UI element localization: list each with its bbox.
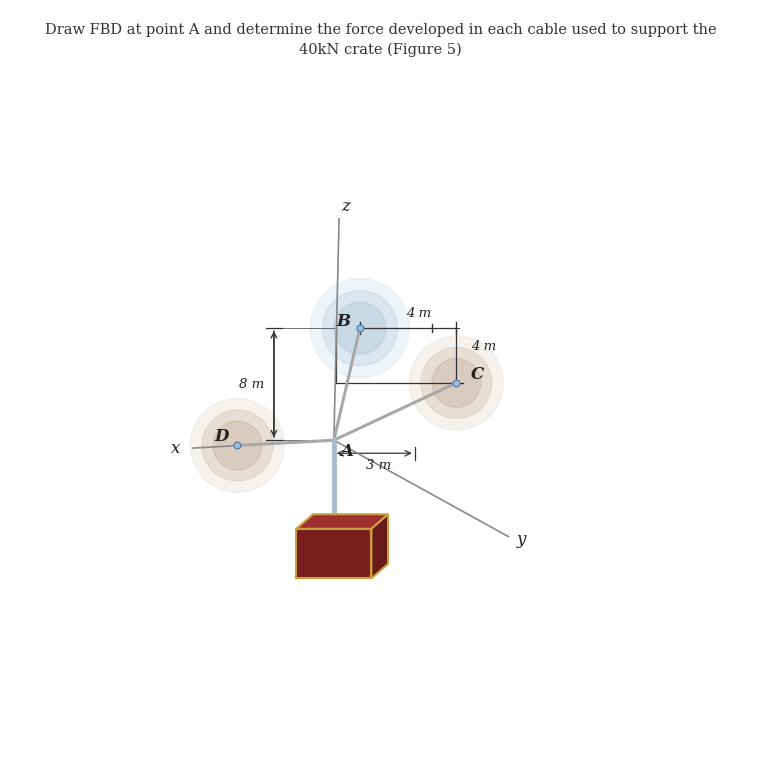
Circle shape	[310, 279, 409, 378]
Circle shape	[421, 347, 492, 418]
Circle shape	[202, 410, 273, 481]
Text: B: B	[336, 312, 351, 330]
Text: A: A	[340, 442, 353, 460]
Text: C: C	[471, 365, 484, 382]
Text: 3 m: 3 m	[365, 459, 391, 472]
Circle shape	[432, 358, 481, 407]
Circle shape	[323, 291, 397, 365]
Text: D: D	[214, 428, 228, 446]
Text: 40kN crate (Figure 5): 40kN crate (Figure 5)	[299, 43, 462, 57]
Text: y: y	[516, 531, 526, 548]
Polygon shape	[371, 514, 388, 578]
Text: x: x	[170, 439, 180, 456]
Text: z: z	[341, 198, 350, 215]
Polygon shape	[296, 529, 371, 578]
Circle shape	[334, 302, 386, 354]
Text: 4 m: 4 m	[471, 340, 496, 354]
Text: 4 m: 4 m	[406, 307, 431, 319]
Text: 8 m: 8 m	[239, 378, 265, 391]
Polygon shape	[296, 514, 388, 529]
Circle shape	[190, 399, 285, 492]
Circle shape	[213, 421, 262, 470]
Circle shape	[409, 336, 503, 430]
Text: Draw FBD at point A and determine the force developed in each cable used to supp: Draw FBD at point A and determine the fo…	[45, 23, 716, 37]
